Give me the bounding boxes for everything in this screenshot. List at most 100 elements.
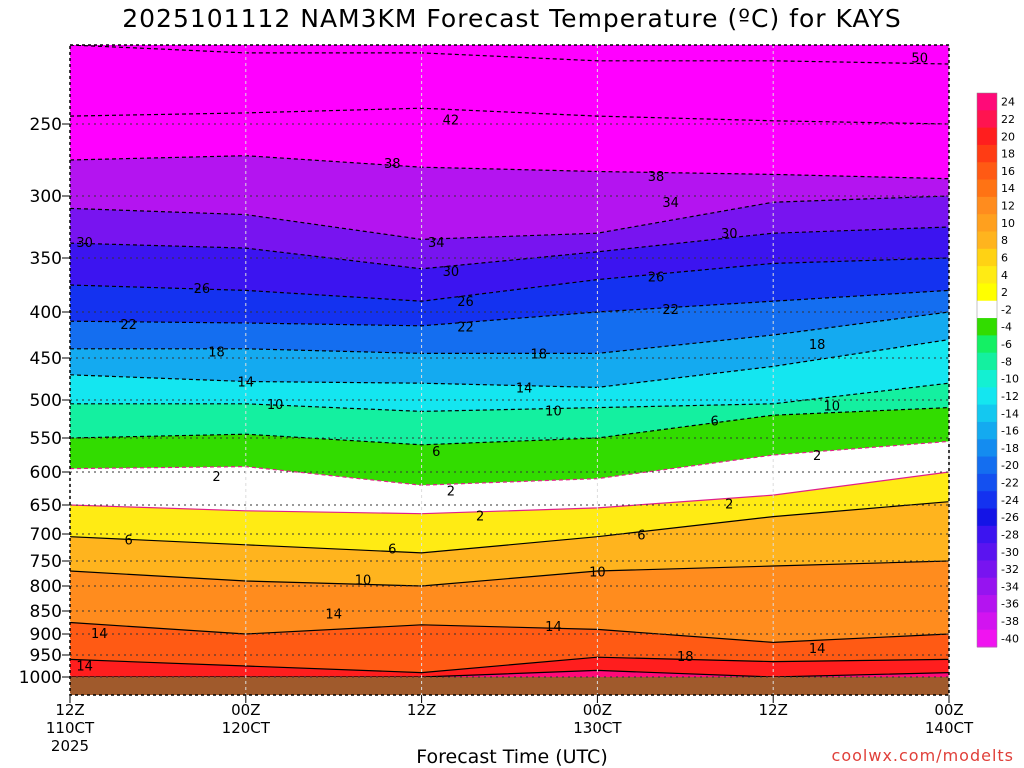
colorbar-tick-label: -34 — [1001, 580, 1019, 593]
y-tick-label: 850 — [30, 602, 62, 622]
x-tick-label: 00Z — [231, 701, 260, 719]
x-tick-label: 12Z — [759, 701, 788, 719]
colorbar-swatch — [977, 560, 997, 579]
colorbar: 24 22 20 18 16 14 12 10 8 6 4 2 -2 -4 -6 -8 -10 -12 -14 -16… — [976, 92, 1019, 648]
colorbar-swatch — [977, 629, 997, 648]
colorbar-swatch — [977, 266, 997, 284]
colorbar-swatch — [977, 577, 997, 596]
y-tick-label: 700 — [30, 525, 62, 545]
contour-label: 22 — [457, 321, 474, 336]
colorbar-swatch — [977, 231, 997, 250]
credit-text: coolwx.com/modelts — [831, 746, 1014, 765]
contour-line — [70, 195, 949, 241]
y-tick-label: 650 — [30, 496, 62, 516]
contour-label: 6 — [710, 415, 718, 430]
colorbar-swatch — [977, 214, 997, 232]
x-tick-label: 110CT — [46, 719, 95, 737]
colorbar-tick-label: 24 — [1001, 96, 1015, 109]
contour-label: 14 — [238, 376, 255, 391]
colorbar-tick-label: -10 — [1001, 373, 1019, 386]
contour-label: 42 — [443, 113, 460, 128]
colorbar-tick-label: -24 — [1001, 494, 1019, 507]
colorbar-tick-label: 22 — [1001, 113, 1015, 126]
colorbar-tick-label: 18 — [1001, 148, 1015, 161]
y-tick-label: 250 — [30, 115, 62, 135]
y-tick-label: 450 — [30, 349, 62, 369]
colorbar-tick-label: -16 — [1001, 425, 1019, 438]
contour-label: 2 — [212, 470, 220, 485]
ground-strip — [70, 677, 949, 695]
contour-lines — [70, 45, 949, 678]
x-tick-label: 2025 — [51, 737, 89, 755]
colorbar-swatch — [977, 473, 997, 492]
contour-label: 38 — [384, 157, 401, 172]
colorbar-tick-label: 10 — [1001, 217, 1015, 230]
contour-label: 14 — [76, 660, 93, 675]
colorbar-swatch — [977, 352, 997, 371]
contour-label: 18 — [531, 347, 548, 362]
colorbar-swatch — [977, 318, 997, 336]
contour-label: 34 — [662, 196, 679, 211]
contour-label: 6 — [388, 543, 396, 558]
contour-line — [70, 471, 949, 515]
colorbar-swatch — [977, 421, 997, 440]
contour-label: 2 — [476, 509, 484, 524]
contour-line — [70, 560, 949, 587]
colorbar-tick-label: -28 — [1001, 528, 1019, 541]
colorbar-swatch — [977, 491, 997, 509]
colorbar-swatch — [977, 525, 997, 544]
colorbar-swatch — [977, 162, 997, 181]
x-tick-label: 12Z — [55, 701, 84, 719]
chart-title: 2025101112 NAM3KM Forecast Temperature (… — [122, 4, 902, 33]
contour-label: 10 — [824, 399, 841, 414]
contour-label: 38 — [648, 170, 665, 185]
colorbar-swatch — [977, 283, 997, 302]
colorbar-tick-label: -32 — [1001, 563, 1019, 576]
contour-label: 34 — [428, 236, 445, 251]
colorbar-tick-label: -36 — [1001, 598, 1019, 611]
y-tick-label: 400 — [30, 303, 62, 323]
contour-label: 10 — [545, 405, 562, 420]
contour-label: 14 — [809, 642, 826, 657]
y-tick-label: 1000 — [19, 668, 62, 688]
contour-label: 30 — [76, 236, 93, 251]
colorbar-tick-label: 4 — [1001, 269, 1008, 282]
colorbar-tick-label: 6 — [1001, 251, 1008, 264]
x-axis-label: Forecast Time (UTC) — [416, 746, 608, 768]
colorbar-swatch — [977, 93, 997, 111]
contour-label: 10 — [267, 398, 284, 413]
colorbar-swatch — [977, 595, 997, 613]
colorbar-swatch — [977, 404, 997, 423]
contour-label: 14 — [91, 627, 108, 642]
y-tick-label: 300 — [30, 187, 62, 207]
x-tick-label: 00Z — [583, 701, 612, 719]
contour-label: 2 — [447, 484, 455, 499]
colorbar-tick-label: -26 — [1001, 511, 1019, 524]
colorbar-tick-label: 20 — [1001, 130, 1015, 143]
y-tick-label: 600 — [30, 463, 62, 483]
contour-label: 14 — [325, 607, 342, 622]
contour-label: 18 — [809, 338, 826, 353]
contour-line — [70, 440, 949, 486]
contour-label: 22 — [662, 303, 679, 318]
contour-label: 14 — [516, 381, 533, 396]
contour-line — [70, 621, 949, 644]
colorbar-swatch — [977, 127, 997, 146]
y-tick-label: 800 — [30, 577, 62, 597]
x-tick-label: 12Z — [407, 701, 436, 719]
colorbar-swatch — [977, 335, 997, 354]
colorbar-swatch — [977, 179, 997, 198]
y-tick-label: 950 — [30, 646, 62, 666]
colorbar-swatch — [977, 456, 997, 475]
x-tick-label: 130CT — [573, 719, 622, 737]
colorbar-tick-label: -20 — [1001, 459, 1019, 472]
grid-lines — [69, 45, 950, 695]
colorbar-tick-label: -6 — [1001, 338, 1012, 351]
colorbar-swatch — [977, 612, 997, 631]
colorbar-tick-label: -22 — [1001, 477, 1019, 490]
colorbar-swatch — [977, 543, 997, 561]
colorbar-swatch — [977, 439, 997, 458]
colorbar-swatch — [977, 144, 997, 163]
contour-label: 6 — [637, 529, 645, 544]
